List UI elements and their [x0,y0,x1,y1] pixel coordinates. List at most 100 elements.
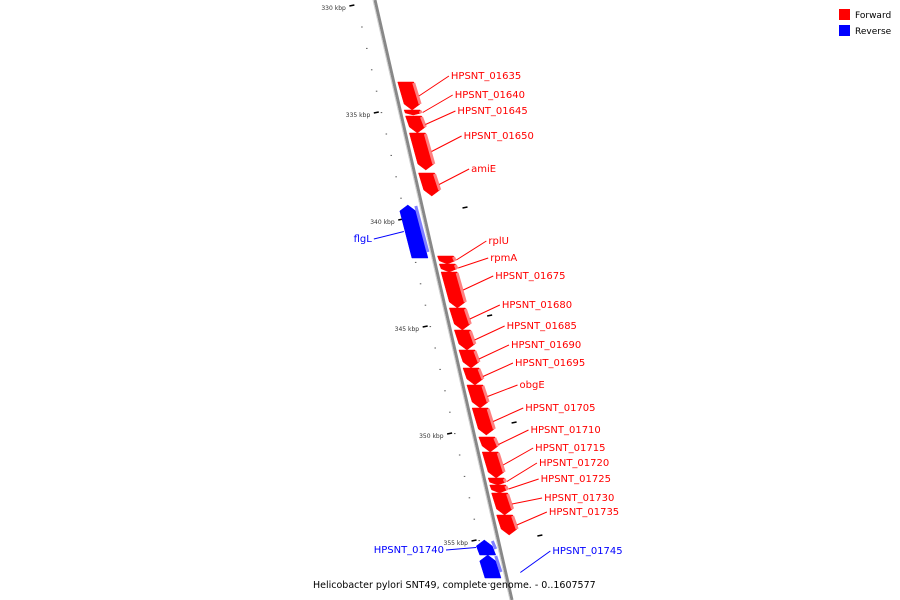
leader-line [511,497,543,505]
gene-arrow-HPSNT_01710[interactable] [478,436,499,453]
leader-line [508,478,539,490]
gene-highlight [473,350,481,363]
gene-label[interactable]: HPSNT_01645 [457,106,527,117]
leader-line [431,135,462,152]
legend-reverse-label: Reverse [855,27,892,37]
gene-label[interactable]: rpmA [490,253,517,264]
tick-mark [422,325,428,328]
gene-arrow-obgE[interactable] [466,384,489,409]
gene-highlight [452,256,457,262]
gene-highlight [490,540,498,550]
gene-highlight [506,493,515,510]
gene-label[interactable]: HPSNT_01650 [464,131,534,142]
leader-line [425,110,456,125]
gene-label[interactable]: HPSNT_01710 [530,425,600,436]
gene-highlight [511,515,519,530]
gene-label[interactable]: HPSNT_01745 [552,546,622,557]
gene-arrow-HPSNT_01730[interactable] [491,492,513,516]
gene-label[interactable]: HPSNT_01725 [541,474,611,485]
leader-line [469,304,501,320]
legend-reverse-swatch [839,25,850,36]
gene-label[interactable]: amiE [471,164,496,175]
leader-line [520,550,551,573]
gene-highlight [414,205,430,253]
leader-line [493,407,524,422]
gene-highlight [453,264,459,270]
gene-highlight [502,478,508,483]
gene-label[interactable]: rplU [488,236,509,247]
gene-arrow-rpmA[interactable] [438,263,458,273]
gene-arrow-HPSNT_01680[interactable] [448,307,471,331]
gene-label[interactable]: HPSNT_01640 [455,90,525,101]
gene-highlight [468,330,477,345]
gene-label[interactable]: HPSNT_01635 [451,71,521,82]
tick-mark [471,539,477,542]
tick-mark [462,206,468,209]
gene-arrow-HPSNT_01725[interactable] [489,484,508,494]
gene-highlight [433,173,442,191]
gene-label[interactable]: flgL [354,234,373,245]
gene-label[interactable]: HPSNT_01695 [515,358,585,369]
gene-label[interactable]: HPSNT_01705 [525,403,595,414]
leader-line [422,94,453,113]
gene-highlight [423,133,436,165]
tick-group: 330 kbp 335 kbp 340 kbp 345 kbp 350 kbp 355 k… [321,4,543,584]
gene-label[interactable]: HPSNT_01715 [535,443,605,454]
gene-label[interactable]: HPSNT_01720 [539,458,609,469]
tick-label: 330 kbp [321,5,346,12]
leader-line [474,325,505,341]
leader-line [456,240,487,261]
leader-line [445,547,477,551]
gene-arrow-flgL[interactable] [399,204,429,259]
leader-line [418,75,450,97]
gene-arrow-HPSNT_01695[interactable] [462,367,484,386]
leader-line [487,384,518,397]
gene-arrow-HPSNT_01690[interactable] [458,349,480,369]
gene-label[interactable]: HPSNT_01740 [374,545,444,556]
legend: Forward Reverse [839,9,892,37]
gene-label[interactable]: HPSNT_01690 [511,340,581,351]
gene-arrow-HPSNT_01745[interactable] [479,554,502,579]
leader-line [502,447,534,466]
gene-group [397,81,519,579]
genome-backbone-shade [372,0,511,600]
gene-highlight [494,555,503,573]
gene-highlight [493,437,500,447]
gene-arrow-rplU[interactable] [437,255,456,265]
gene-label[interactable]: HPSNT_01730 [544,493,614,504]
leader-line [463,275,494,291]
legend-forward-swatch [839,9,850,20]
tick-label: 355 kbp [444,540,469,547]
gene-arrow-HPSNT_01735[interactable] [496,514,518,536]
genome-caption: Helicobacter pylori SNT49, complete geno… [313,580,596,591]
gene-arrow-HPSNT_01720[interactable] [487,477,507,486]
gene-highlight [420,116,427,128]
gene-highlight [463,308,472,325]
gene-highlight [455,272,467,303]
leader-line [482,362,514,377]
tick-mark [487,314,493,317]
leader-line [458,257,489,269]
gene-highlight [477,368,485,380]
gene-label[interactable]: HPSNT_01675 [495,271,565,282]
tick-label: 345 kbp [395,326,420,333]
gene-arrow-HPSNT_01685[interactable] [454,329,476,351]
gene-arrow-amiE[interactable] [418,172,441,197]
leader-line [438,168,470,185]
gene-arrow-HPSNT_01640[interactable] [403,109,422,116]
tick-label: 335 kbp [346,112,371,119]
gene-arrow-HPSNT_01645[interactable] [405,115,426,134]
leader-line [478,344,510,360]
leader-line [516,511,548,526]
gene-label[interactable]: obgE [520,380,545,391]
gene-label[interactable]: HPSNT_01735 [549,507,619,518]
label-group: HPSNT_01635 HPSNT_01640 HPSNT_01645 HPSNT_0… [354,71,623,573]
gene-label[interactable]: HPSNT_01685 [507,321,577,332]
gene-highlight [486,408,496,430]
tick-mark [349,4,355,7]
leader-line [373,231,404,240]
tick-mark [373,111,379,114]
gene-label[interactable]: HPSNT_01680 [502,300,572,311]
legend-forward-label: Forward [855,11,891,21]
tick-mark [511,421,517,424]
